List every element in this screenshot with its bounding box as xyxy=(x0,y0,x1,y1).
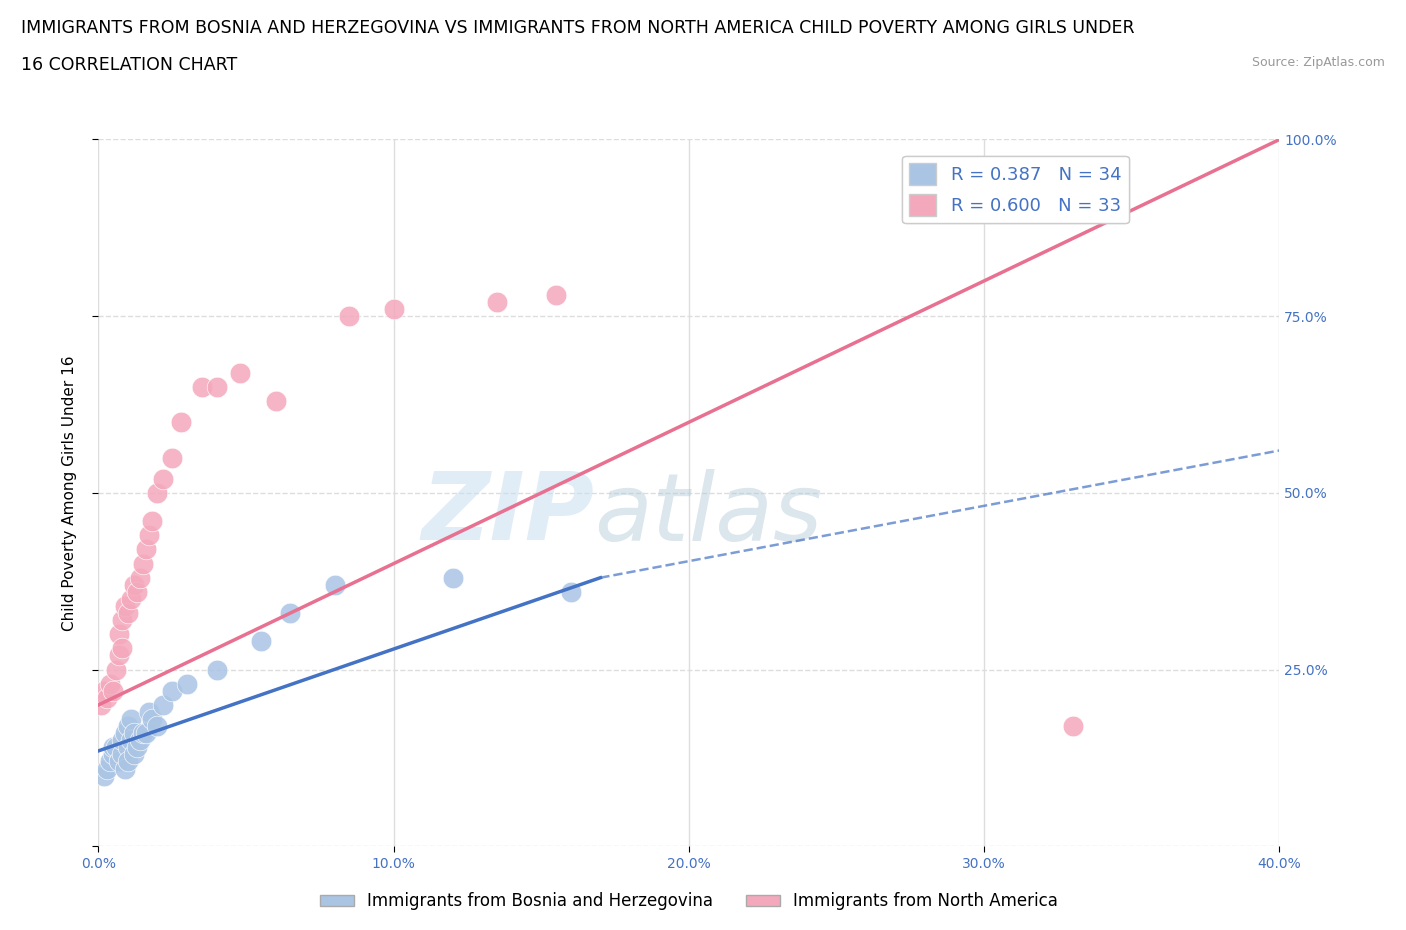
Point xyxy=(132,556,155,571)
Point xyxy=(152,472,174,486)
Point xyxy=(152,698,174,712)
Point xyxy=(93,768,115,783)
Point xyxy=(111,747,134,762)
Point xyxy=(125,740,148,755)
Point xyxy=(176,676,198,691)
Point xyxy=(117,740,139,755)
Point xyxy=(120,591,142,606)
Point xyxy=(141,513,163,528)
Y-axis label: Child Poverty Among Girls Under 16: Child Poverty Among Girls Under 16 xyxy=(62,355,77,631)
Point xyxy=(108,648,131,663)
Text: atlas: atlas xyxy=(595,469,823,560)
Point xyxy=(205,379,228,394)
Point xyxy=(560,584,582,599)
Point xyxy=(128,733,150,748)
Point xyxy=(117,754,139,769)
Point xyxy=(108,754,131,769)
Point xyxy=(117,719,139,734)
Point xyxy=(441,570,464,585)
Point xyxy=(122,725,145,740)
Point xyxy=(162,684,183,698)
Text: ZIP: ZIP xyxy=(422,468,595,560)
Point xyxy=(339,309,360,324)
Point xyxy=(90,698,112,712)
Point xyxy=(108,627,131,642)
Point xyxy=(122,578,145,592)
Text: IMMIGRANTS FROM BOSNIA AND HERZEGOVINA VS IMMIGRANTS FROM NORTH AMERICA CHILD PO: IMMIGRANTS FROM BOSNIA AND HERZEGOVINA V… xyxy=(21,19,1135,36)
Point xyxy=(111,733,134,748)
Point xyxy=(105,740,128,755)
Point xyxy=(250,634,273,649)
Point xyxy=(96,761,118,776)
Point xyxy=(103,740,125,755)
Point xyxy=(96,690,118,705)
Point xyxy=(382,301,405,316)
Point xyxy=(103,747,125,762)
Point xyxy=(146,719,169,734)
Point xyxy=(128,570,150,585)
Point xyxy=(264,393,287,408)
Point xyxy=(278,605,302,620)
Point xyxy=(122,747,145,762)
Point xyxy=(114,725,136,740)
Point xyxy=(105,662,128,677)
Point xyxy=(135,725,157,740)
Point xyxy=(111,641,134,656)
Point xyxy=(138,705,160,720)
Point xyxy=(98,676,121,691)
Point xyxy=(114,599,136,614)
Point xyxy=(205,662,228,677)
Point xyxy=(1062,719,1084,734)
Point xyxy=(120,711,142,726)
Point xyxy=(170,415,193,430)
Point xyxy=(103,684,125,698)
Point xyxy=(120,733,142,748)
Point xyxy=(114,761,136,776)
Point xyxy=(546,287,568,302)
Text: 16 CORRELATION CHART: 16 CORRELATION CHART xyxy=(21,56,238,73)
Point xyxy=(162,450,183,465)
Point xyxy=(138,528,160,543)
Point xyxy=(111,613,134,628)
Legend: R = 0.387   N = 34, R = 0.600   N = 33: R = 0.387 N = 34, R = 0.600 N = 33 xyxy=(903,155,1129,223)
Point xyxy=(146,485,169,500)
Point xyxy=(191,379,214,394)
Point xyxy=(125,584,148,599)
Point xyxy=(486,295,509,310)
Text: Source: ZipAtlas.com: Source: ZipAtlas.com xyxy=(1251,56,1385,69)
Point xyxy=(135,542,157,557)
Point xyxy=(132,725,155,740)
Point xyxy=(323,578,346,592)
Point xyxy=(117,605,139,620)
Legend: Immigrants from Bosnia and Herzegovina, Immigrants from North America: Immigrants from Bosnia and Herzegovina, … xyxy=(314,885,1064,917)
Point xyxy=(141,711,163,726)
Point xyxy=(98,754,121,769)
Point xyxy=(229,365,252,380)
Point xyxy=(93,684,115,698)
